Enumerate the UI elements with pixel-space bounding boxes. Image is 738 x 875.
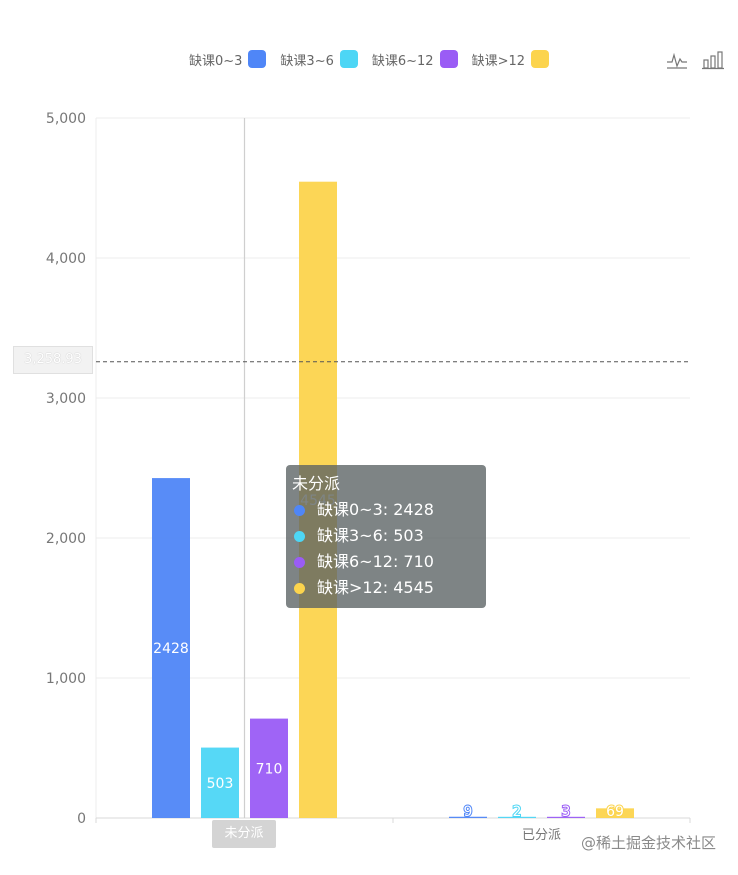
tooltip-row: 缺课>12: 4545: [292, 575, 480, 601]
x-category-highlight: 未分派: [212, 820, 276, 848]
bar: [152, 478, 190, 818]
tooltip-row: 缺课3~6: 503: [292, 523, 480, 549]
bar: [596, 808, 634, 818]
legend: 缺课0~3 缺课3~6 缺课6~12 缺课>12: [0, 47, 738, 71]
legend-swatch: [531, 50, 550, 68]
toolbox: [666, 50, 724, 70]
y-tick-label: 4,000: [46, 251, 86, 267]
bar-value-label: 2428: [153, 641, 189, 657]
legend-label: 缺课>12: [471, 53, 526, 69]
bar-chart-icon[interactable]: [702, 50, 724, 70]
legend-item-absence-over-12[interactable]: 缺课>12: [471, 50, 550, 69]
y-tick-label: 2,000: [46, 531, 86, 547]
bar: [250, 718, 288, 818]
tooltip-title: 未分派: [292, 474, 341, 493]
bar-value-label: 69: [606, 804, 624, 820]
y-tick-label: 1,000: [46, 671, 86, 687]
bar: [547, 816, 585, 818]
watermark: @稀土掘金技术社区: [580, 834, 716, 852]
legend-item-absence-6-12[interactable]: 缺课6~12: [372, 50, 458, 69]
y-tick-label: 5,000: [46, 111, 86, 127]
legend-item-absence-0-3[interactable]: 缺课0~3: [188, 50, 267, 69]
bar-value-label: 9: [464, 804, 473, 820]
y-tick-label: 0: [77, 811, 86, 827]
average-line-label: 3,258.93: [13, 346, 93, 374]
tooltip-dot: [294, 530, 305, 542]
bar-value-label: 2: [513, 804, 522, 820]
legend-label: 缺课3~6: [280, 53, 334, 69]
x-tick-label: 已分派: [522, 828, 561, 843]
tooltip-row-text: 缺课0~3: 2428: [317, 500, 434, 519]
legend-swatch: [248, 50, 267, 68]
bar-value-label: 503: [207, 776, 234, 792]
legend-item-absence-3-6[interactable]: 缺课3~6: [280, 50, 358, 69]
bar-value-label: 710: [256, 761, 283, 777]
tooltip-row-text: 缺课>12: 4545: [317, 578, 434, 597]
legend-swatch: [439, 50, 458, 68]
tooltip-dot: [294, 504, 305, 516]
tooltip-dot: [294, 556, 305, 568]
tooltip-row: 缺课0~3: 2428: [292, 497, 480, 523]
bar: [449, 816, 487, 818]
bar-value-label: 3: [562, 804, 571, 820]
tooltip-row: 缺课6~12: 710: [292, 549, 480, 575]
legend-label: 缺课6~12: [371, 53, 434, 69]
tooltip-row-text: 缺课3~6: 503: [317, 526, 424, 545]
bar: [201, 747, 239, 818]
tooltip: 未分派 缺课0~3: 2428 缺课3~6: 503 缺课6~12: 710 缺…: [286, 465, 486, 608]
legend-swatch: [339, 50, 358, 68]
tooltip-dot: [294, 582, 305, 594]
line-chart-icon[interactable]: [666, 50, 688, 70]
bar: [498, 816, 536, 818]
legend-label: 缺课0~3: [188, 53, 243, 69]
y-tick-label: 3,000: [46, 391, 86, 407]
tooltip-row-text: 缺课6~12: 710: [317, 552, 434, 571]
